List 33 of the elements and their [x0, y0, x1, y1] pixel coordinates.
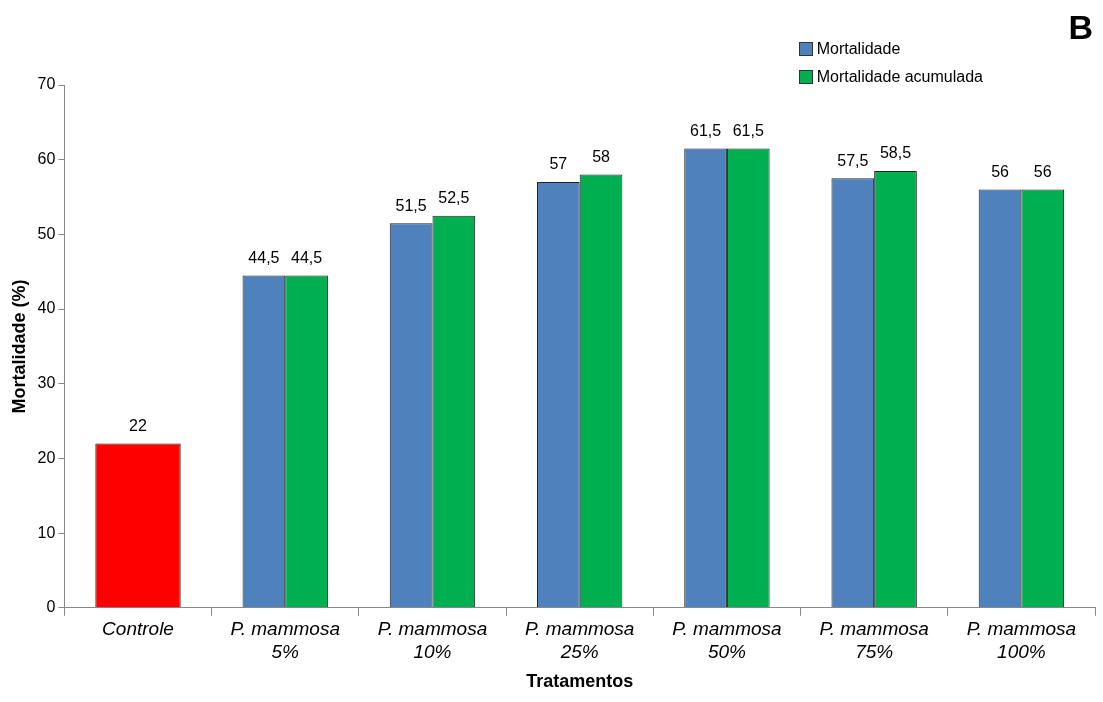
y-tick-label: 70	[37, 75, 56, 93]
x-tick-label: P. mammosa 75%	[819, 618, 929, 663]
y-tick-label: 50	[37, 224, 56, 242]
x-tick-label: P. mammosa 10%	[377, 618, 488, 663]
x-tick-label: P. mammosa 25%	[524, 618, 635, 663]
data-label: 51,5	[395, 196, 427, 214]
data-label: 61,5	[690, 121, 722, 139]
data-label: 58,5	[879, 144, 912, 162]
data-label: 57	[549, 155, 568, 173]
x-tick-label: P. mammosa 5%	[230, 618, 340, 663]
data-label: 44,5	[291, 248, 323, 266]
x-axis-title: Tratamentos	[526, 671, 634, 692]
y-tick-label: 10	[37, 523, 56, 541]
x-tick-label: Controle	[102, 618, 174, 640]
data-label: 56	[1033, 162, 1052, 180]
data-label: 22	[129, 416, 148, 434]
y-tick-label: 20	[37, 448, 56, 466]
data-label: 44,5	[248, 248, 280, 266]
x-tick-label: P. mammosa 50%	[672, 618, 782, 663]
data-label: 52,5	[438, 189, 470, 207]
y-tick-label: 60	[37, 150, 56, 168]
y-tick-label: 30	[37, 374, 56, 392]
x-tick-label: P. mammosa 100%	[966, 618, 1077, 663]
data-label: 61,5	[732, 121, 764, 139]
text: B	[1068, 8, 1093, 47]
data-label: 58	[592, 148, 611, 166]
y-tick-label: 40	[37, 299, 56, 317]
y-tick-label: 0	[46, 598, 56, 616]
data-label: 57,5	[837, 151, 869, 169]
legend-label: Mortalidade acumulada	[816, 68, 983, 86]
data-label: 56	[991, 162, 1010, 180]
y-axis-title: Mortalidade (%)	[8, 279, 29, 414]
legend-label: Mortalidade	[816, 40, 901, 58]
